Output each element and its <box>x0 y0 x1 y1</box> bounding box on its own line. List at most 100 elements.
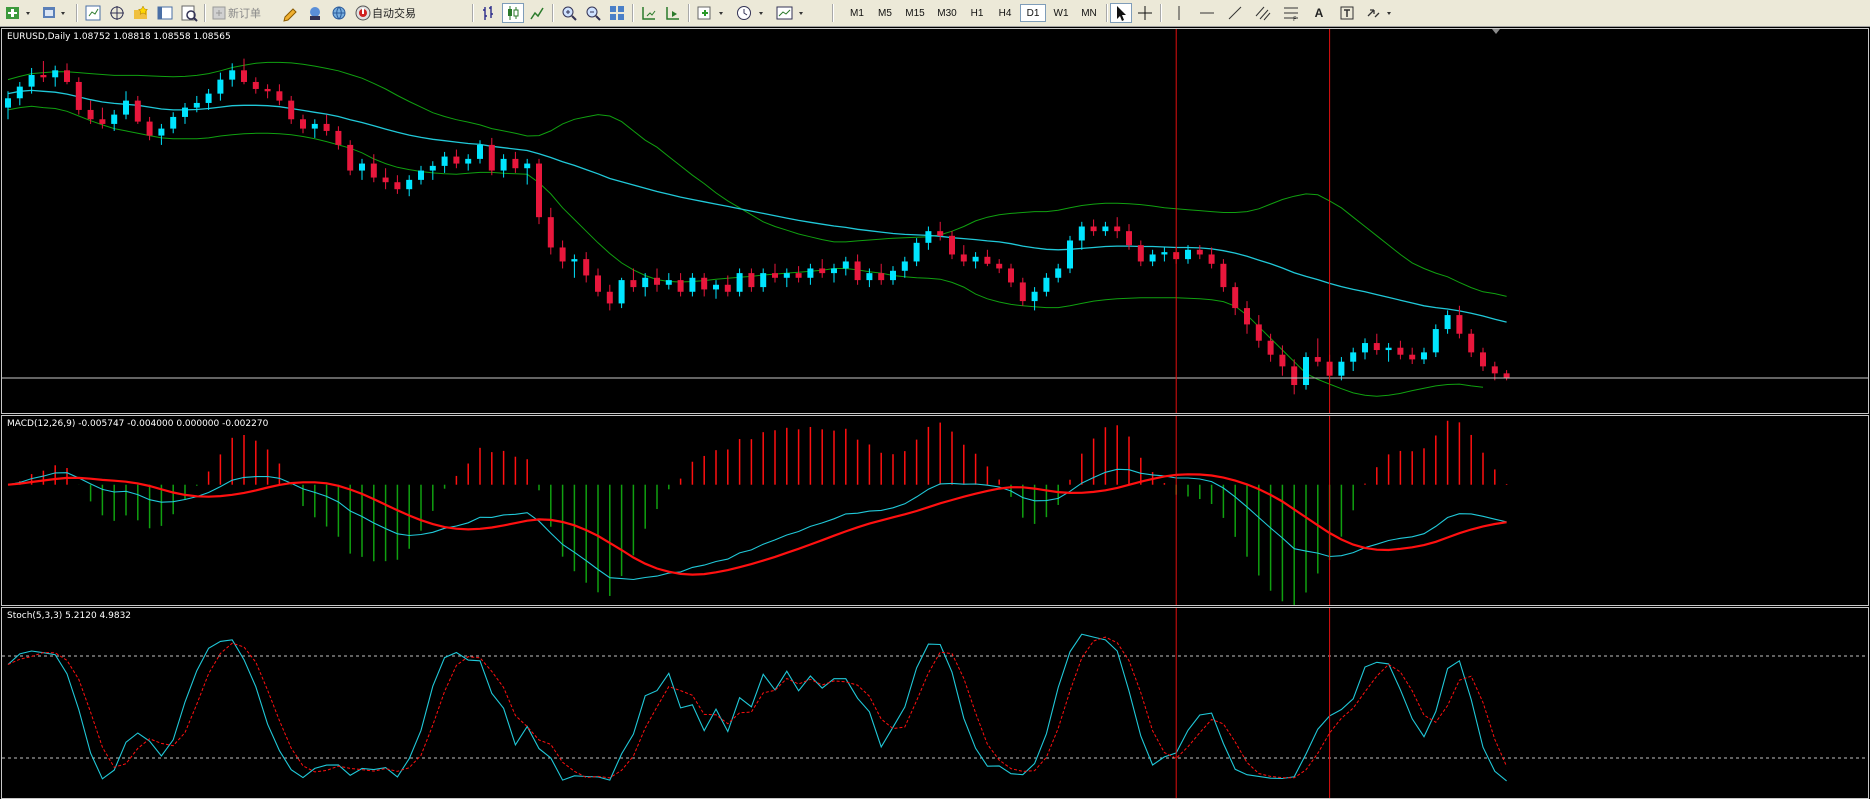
candle-body <box>1196 249 1203 255</box>
candle-body <box>559 247 566 262</box>
candle-body <box>1232 287 1239 309</box>
terminal-icon[interactable] <box>154 3 176 23</box>
market-watch-icon[interactable] <box>82 3 104 23</box>
candle-body <box>1185 249 1191 260</box>
new-order-label: 新订单 <box>228 8 261 20</box>
main-chart-pane[interactable]: EURUSD,Daily 1.08752 1.08818 1.08558 1.0… <box>1 28 1869 414</box>
candle-body <box>925 231 932 243</box>
candle-body <box>1019 282 1026 302</box>
zoom-out-icon[interactable] <box>582 3 604 23</box>
auto-trading-button[interactable]: 自动交易 <box>354 3 434 23</box>
tf-mn[interactable]: MN <box>1081 7 1097 19</box>
arrows-tool-button[interactable] <box>1364 3 1398 23</box>
candle-body <box>1267 340 1274 355</box>
metaeditor-icon[interactable] <box>280 3 302 23</box>
candle-body <box>1244 308 1250 325</box>
trendline-tool-icon[interactable] <box>1224 3 1246 23</box>
macd-main-line <box>7 468 1507 581</box>
candle-body <box>1503 373 1510 379</box>
chart-shift-icon[interactable] <box>638 3 660 23</box>
profiles-button[interactable] <box>40 3 72 23</box>
candle-body <box>842 261 849 269</box>
templates-button[interactable] <box>774 3 810 23</box>
tf-m5[interactable]: M5 <box>878 7 892 19</box>
candle-body <box>123 100 129 115</box>
tile-windows-icon[interactable] <box>606 3 628 23</box>
candle-body <box>64 70 70 82</box>
candle-body <box>701 277 708 290</box>
macd-label: MACD(12,26,9) -0.005747 -0.004000 0.0000… <box>7 419 269 429</box>
candle-body <box>512 158 519 169</box>
strategy-tester-icon[interactable] <box>178 3 200 23</box>
candle-body <box>288 100 295 120</box>
candle-body <box>1291 366 1298 386</box>
stoch-label: Stoch(5,3,3) 5.2120 4.9832 <box>7 611 132 621</box>
candle-body <box>1067 240 1073 269</box>
candle-body <box>252 81 259 89</box>
candle-body <box>429 165 436 171</box>
candle-body <box>205 93 212 103</box>
candle-body <box>1208 254 1215 264</box>
candle-body <box>1078 226 1085 241</box>
macd-pane[interactable]: MACD(12,26,9) -0.005747 -0.004000 0.0000… <box>1 415 1869 606</box>
candlestick-chart-icon[interactable] <box>502 3 524 23</box>
candle-body <box>1090 226 1097 232</box>
candle-body <box>488 144 495 171</box>
tf-h4[interactable]: H4 <box>998 7 1012 19</box>
periods-button[interactable] <box>734 3 770 23</box>
tf-m1[interactable]: M1 <box>850 7 864 19</box>
text-label-tool-icon[interactable] <box>1336 3 1358 23</box>
candle-body <box>1338 361 1345 376</box>
bollinger-upper-band <box>7 61 1507 297</box>
candle-body <box>16 86 23 99</box>
candle-body <box>536 163 542 218</box>
tf-m30[interactable]: M30 <box>937 7 957 19</box>
candle-body <box>465 158 472 164</box>
equidistant-channel-tool-icon[interactable] <box>1252 3 1274 23</box>
market-icon[interactable] <box>328 3 350 23</box>
stoch-pane[interactable]: Stoch(5,3,3) 5.2120 4.9832 <box>1 607 1869 799</box>
candle-body <box>1385 347 1392 351</box>
candle-body <box>878 273 885 281</box>
candle-body <box>1468 333 1475 353</box>
candle-body <box>300 119 306 129</box>
candle-body <box>311 123 318 129</box>
candle-body <box>901 261 908 271</box>
candle-body <box>5 98 11 108</box>
navigator-icon[interactable] <box>106 3 128 23</box>
candle-body <box>1114 226 1121 232</box>
candle-body <box>783 273 790 278</box>
main-toolbar: 新订单 自动交易 M1 <box>0 0 1870 27</box>
cursor-tool-icon[interactable] <box>1110 3 1132 23</box>
candle-body <box>193 102 200 108</box>
candle-body <box>1480 352 1486 367</box>
candle-body <box>264 88 271 92</box>
auto-scroll-icon[interactable] <box>662 3 684 23</box>
tf-d1[interactable]: D1 <box>1020 4 1046 22</box>
candle-body <box>606 291 613 304</box>
new-order-button[interactable]: 新订单 <box>210 3 274 23</box>
vertical-line-tool-icon[interactable] <box>1168 3 1190 23</box>
candle-body <box>1008 268 1014 283</box>
zoom-in-icon[interactable] <box>558 3 580 23</box>
stoch-signal-line <box>7 636 1508 779</box>
indicators-button[interactable] <box>694 3 730 23</box>
bar-chart-icon[interactable] <box>478 3 500 23</box>
candle-body <box>1397 347 1404 355</box>
horizontal-line-tool-icon[interactable] <box>1196 3 1218 23</box>
crosshair-tool-icon[interactable] <box>1134 3 1156 23</box>
tf-w1[interactable]: W1 <box>1053 7 1069 19</box>
new-chart-button[interactable] <box>3 3 37 23</box>
tf-h1[interactable]: H1 <box>970 7 984 19</box>
signals-icon[interactable] <box>304 3 326 23</box>
moving-average-line <box>7 89 1507 323</box>
tf-m15[interactable]: M15 <box>905 7 925 19</box>
text-tool-icon[interactable]: A <box>1308 3 1330 23</box>
candle-body <box>500 158 507 171</box>
candle-body <box>748 273 755 288</box>
candle-body <box>949 235 955 255</box>
favorites-icon[interactable] <box>130 3 152 23</box>
candle-body <box>736 273 743 292</box>
line-chart-icon[interactable] <box>526 3 548 23</box>
fibonacci-tool-icon[interactable]: F <box>1280 3 1302 23</box>
